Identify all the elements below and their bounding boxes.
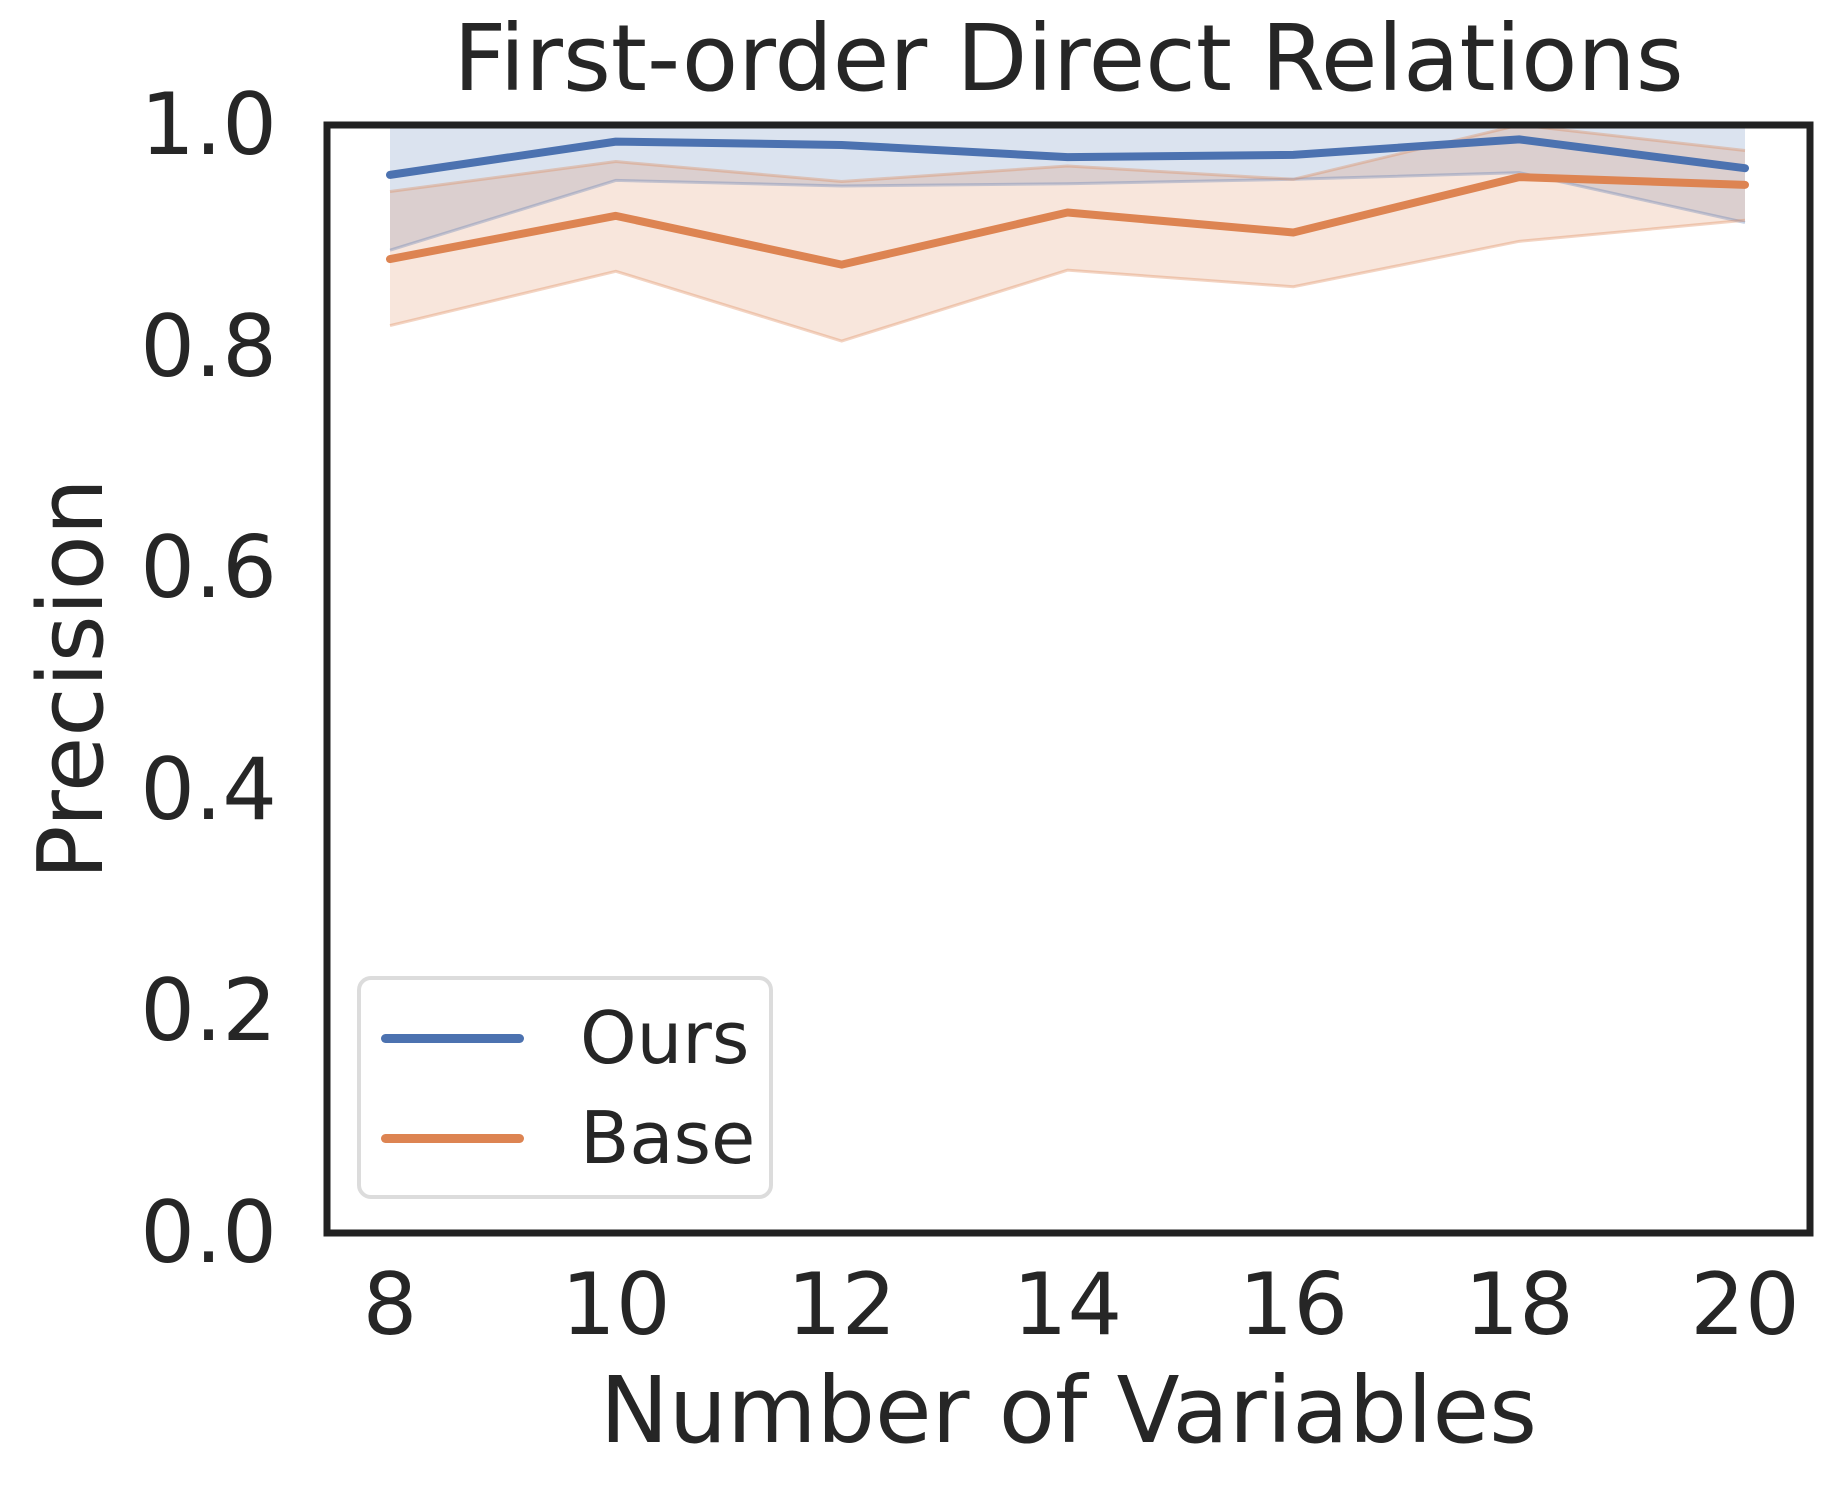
x-tick-label: 20 <box>1690 1255 1800 1355</box>
x-tick-label: 8 <box>362 1255 418 1355</box>
base-ci-lower-edge <box>389 218 1746 343</box>
x-tick-label: 12 <box>786 1255 897 1355</box>
x-axis-label: Number of Variables <box>599 1357 1538 1464</box>
x-tick-label: 18 <box>1464 1255 1574 1355</box>
y-tick-label: 0.8 <box>140 296 277 397</box>
y-tick-label: 0.4 <box>140 739 277 840</box>
base-legend-label: Base <box>580 1096 756 1180</box>
legend-item-ours: Ours <box>361 992 769 1084</box>
x-tick-label: 14 <box>1012 1255 1123 1355</box>
base-line <box>386 173 1749 269</box>
legend: Ours Base <box>357 976 773 1199</box>
ours-line <box>386 135 1749 179</box>
base-legend-line-swatch <box>381 1133 524 1143</box>
y-tick-label: 1.0 <box>140 75 277 175</box>
base-ci-band <box>390 125 1745 342</box>
y-tick-label: 0.0 <box>140 1183 277 1283</box>
ours-ci-lower-edge <box>389 171 1746 252</box>
y-tick-label: 0.6 <box>140 518 277 619</box>
x-tick-label: 10 <box>561 1255 671 1355</box>
y-axis-label: Precision <box>19 478 124 880</box>
legend-item-base: Base <box>361 1092 769 1184</box>
x-tick-label: 16 <box>1238 1255 1349 1355</box>
ours-legend-line-swatch <box>381 1033 524 1043</box>
chart-title: First-order Direct Relations <box>453 5 1684 112</box>
plot-frame <box>323 121 1814 1237</box>
y-tick-label: 0.2 <box>140 961 277 1062</box>
ours-legend-label: Ours <box>580 996 750 1080</box>
base-ci-upper-edge <box>389 125 1746 193</box>
ours-ci-band <box>390 125 1745 251</box>
